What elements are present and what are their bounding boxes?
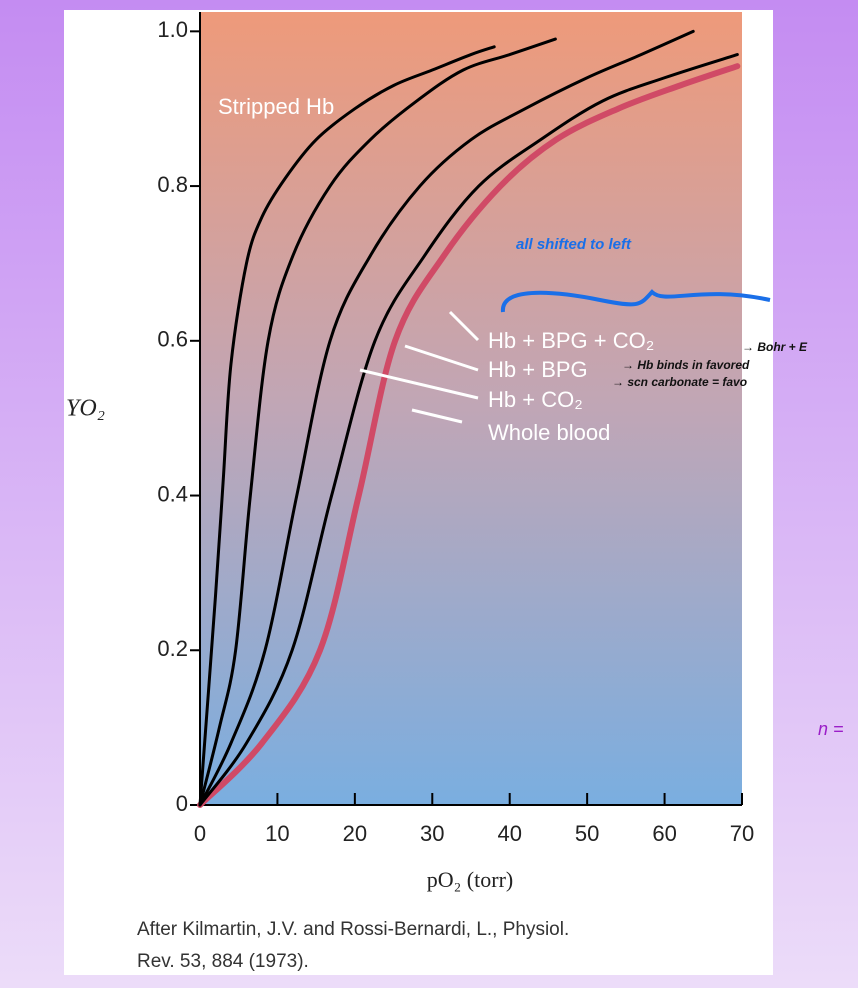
curve xyxy=(198,53,739,807)
curve xyxy=(197,63,741,808)
caption: Rev. 53, 884 (1973). xyxy=(137,951,309,972)
brace xyxy=(500,289,771,313)
curve xyxy=(198,45,496,807)
x-tick-label: 50 xyxy=(575,821,599,846)
handwritten-note: all shifted to left xyxy=(516,236,632,253)
series-label: Hb + CO₂ xyxy=(488,387,583,412)
curve xyxy=(198,29,695,807)
x-tick-label: 60 xyxy=(652,821,676,846)
x-tick-label: 10 xyxy=(265,821,289,846)
y-axis-label: YO₂ xyxy=(66,396,105,422)
leader-line xyxy=(411,408,463,424)
y-tick-label: 1.0 xyxy=(157,17,188,42)
y-tick-label: 0 xyxy=(176,791,188,816)
leader-line xyxy=(359,368,479,400)
handwritten-note: → Bohr + E xyxy=(742,340,808,354)
x-axis-label: pO₂ (torr) xyxy=(427,867,513,892)
series-label: Whole blood xyxy=(488,420,610,445)
series-label: Hb + BPG xyxy=(488,357,588,382)
y-tick-label: 0.8 xyxy=(157,172,188,197)
curve xyxy=(198,37,557,807)
y-tick-label: 0.4 xyxy=(157,481,188,506)
x-tick-label: 70 xyxy=(730,821,754,846)
leader-line xyxy=(448,310,480,342)
y-tick-label: 0.6 xyxy=(157,327,188,352)
x-tick-label: 30 xyxy=(420,821,444,846)
handwritten-note: → Hb binds in favored xyxy=(622,358,750,372)
handwritten-note: → scn carbonate = favo xyxy=(612,375,747,389)
series-label: Hb + BPG + CO₂ xyxy=(488,328,654,353)
leader-line xyxy=(404,344,479,372)
plot: 0 0.2 0.4 0.6 0.8 1.0 0 10 20 30 40 50 60 70 pO₂ (torr… xyxy=(66,12,844,972)
plot-area xyxy=(200,12,742,805)
x-tick-label: 40 xyxy=(497,821,521,846)
x-tick-label: 0 xyxy=(194,821,206,846)
series-label: Stripped Hb xyxy=(218,94,334,119)
x-tick-label: 20 xyxy=(343,821,367,846)
caption: After Kilmartin, J.V. and Rossi-Bernardi… xyxy=(137,919,569,940)
handwritten-note: n = xyxy=(818,719,844,739)
y-tick-label: 0.2 xyxy=(157,636,188,661)
